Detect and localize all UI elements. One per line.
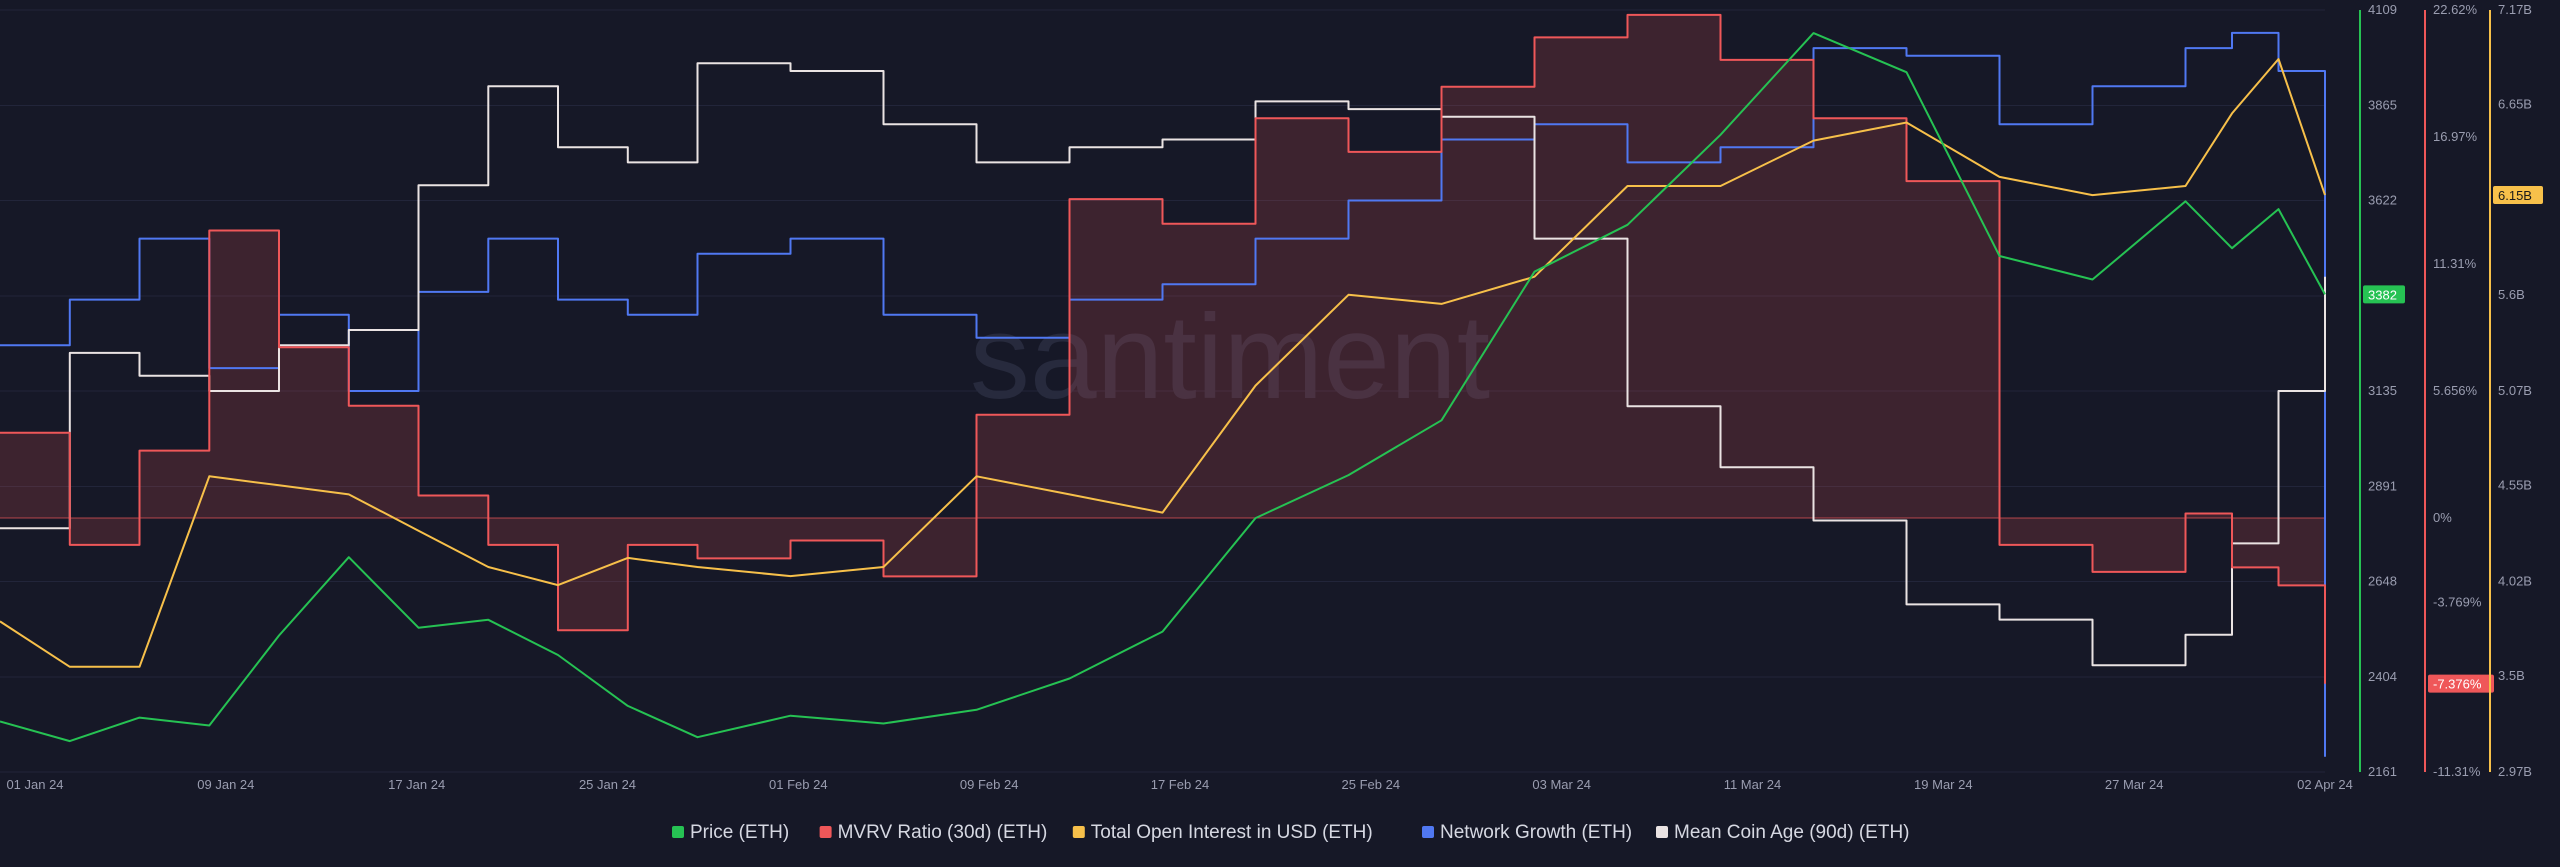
- legend-item-ng[interactable]: Network Growth (ETH): [1422, 822, 1632, 843]
- x-tick-label: 19 Mar 24: [1914, 777, 1973, 792]
- price-tick-label: 2161: [2368, 764, 2397, 779]
- legend-swatch: [672, 826, 684, 838]
- x-tick-label: 01 Jan 24: [6, 777, 63, 792]
- legend[interactable]: Price (ETH) MVRV Ratio (30d) (ETH) Total O…: [672, 822, 1910, 843]
- oi-tick-label: 6.65B: [2498, 96, 2532, 111]
- legend-label: Price (ETH): [690, 822, 789, 843]
- price-tick-label: 4109: [2368, 2, 2397, 17]
- series-line-mca: [0, 62, 2326, 667]
- price-tick-label: 2404: [2368, 669, 2397, 684]
- mvrv-current-badge: [2428, 674, 2494, 693]
- price-current-label: 3382: [2368, 287, 2397, 302]
- mvrv-current-label: -7.376%: [2433, 677, 2482, 692]
- legend-swatch: [1072, 826, 1085, 838]
- legend-item-oi[interactable]: Total Open Interest in USD (ETH): [1072, 822, 1373, 843]
- legend-label: MVRV Ratio (30d) (ETH): [838, 822, 1048, 843]
- mvrv-tick-label: 22.62%: [2433, 2, 2478, 17]
- oi-tick-label: 4.55B: [2498, 477, 2532, 492]
- mvrv-fill: [0, 14, 2325, 684]
- x-tick-label: 01 Feb 24: [769, 777, 828, 792]
- oi-current-label: 6.15B: [2498, 188, 2532, 203]
- mvrv-tick-label: 11.31%: [2433, 256, 2477, 271]
- price-tick-label: 3865: [2368, 97, 2397, 112]
- legend-swatch: [819, 826, 832, 838]
- price-tick-label: 2891: [2368, 478, 2397, 493]
- mvrv-tick-label: 0%: [2433, 510, 2452, 525]
- legend-item-mvrv[interactable]: MVRV Ratio (30d) (ETH): [819, 822, 1048, 843]
- axes: 4109386536223378313528912648240421613382…: [2359, 2, 2543, 779]
- x-tick-label: 25 Jan 24: [579, 777, 636, 792]
- x-tick-label: 25 Feb 24: [1342, 777, 1401, 792]
- price-tick-label: 3135: [2368, 383, 2397, 398]
- mvrv-tick-label: 16.97%: [2433, 129, 2478, 144]
- oi-tick-label: 5.6B: [2498, 287, 2525, 302]
- oi-tick-label: 4.02B: [2498, 574, 2532, 589]
- oi-tick-label: 2.97B: [2498, 764, 2532, 779]
- x-tick-label: 09 Jan 24: [197, 777, 254, 792]
- series-line-price: [0, 32, 2326, 743]
- series-lines: [0, 13, 2326, 757]
- mvrv-tick-label: -3.769%: [2433, 595, 2482, 610]
- x-tick-label: 03 Mar 24: [1532, 777, 1591, 792]
- x-tick-label: 02 Apr 24: [2297, 777, 2353, 792]
- oi-tick-label: 5.07B: [2498, 383, 2532, 398]
- price-current-badge: [2363, 285, 2405, 304]
- x-axis: 01 Jan 24 09 Jan 24 17 Jan 24 25 Jan 24 01 F…: [6, 777, 2352, 792]
- x-tick-label: 17 Jan 24: [388, 777, 445, 792]
- series-line-oi: [0, 58, 2326, 668]
- legend-label: Mean Coin Age (90d) (ETH): [1674, 822, 1910, 843]
- oi-tick-label: 3.5B: [2498, 668, 2525, 683]
- price-tick-label: 2648: [2368, 574, 2397, 589]
- mvrv-tick-label: 5.656%: [2433, 383, 2478, 398]
- legend-label: Total Open Interest in USD (ETH): [1091, 822, 1373, 843]
- price-tick-label: 3622: [2368, 193, 2397, 208]
- legend-item-mca[interactable]: Mean Coin Age (90d) (ETH): [1656, 822, 1910, 843]
- legend-swatch: [1656, 826, 1668, 838]
- oi-current-badge: [2493, 186, 2543, 205]
- x-tick-label: 09 Feb 24: [960, 777, 1019, 792]
- mvrv-tick-label: -11.31%: [2433, 764, 2481, 779]
- legend-item-price[interactable]: Price (ETH): [672, 822, 789, 843]
- oi-tick-label: 7.17B: [2498, 2, 2532, 17]
- x-tick-label: 17 Feb 24: [1151, 777, 1210, 792]
- legend-swatch: [1422, 826, 1434, 838]
- mvrv-area: [0, 14, 2325, 684]
- legend-label: Network Growth (ETH): [1440, 822, 1632, 843]
- series-line-mvrv: [0, 13, 2326, 684]
- x-tick-label: 11 Mar 24: [1724, 777, 1782, 792]
- watermark: santiment: [970, 290, 1490, 424]
- x-tick-label: 27 Mar 24: [2105, 777, 2164, 792]
